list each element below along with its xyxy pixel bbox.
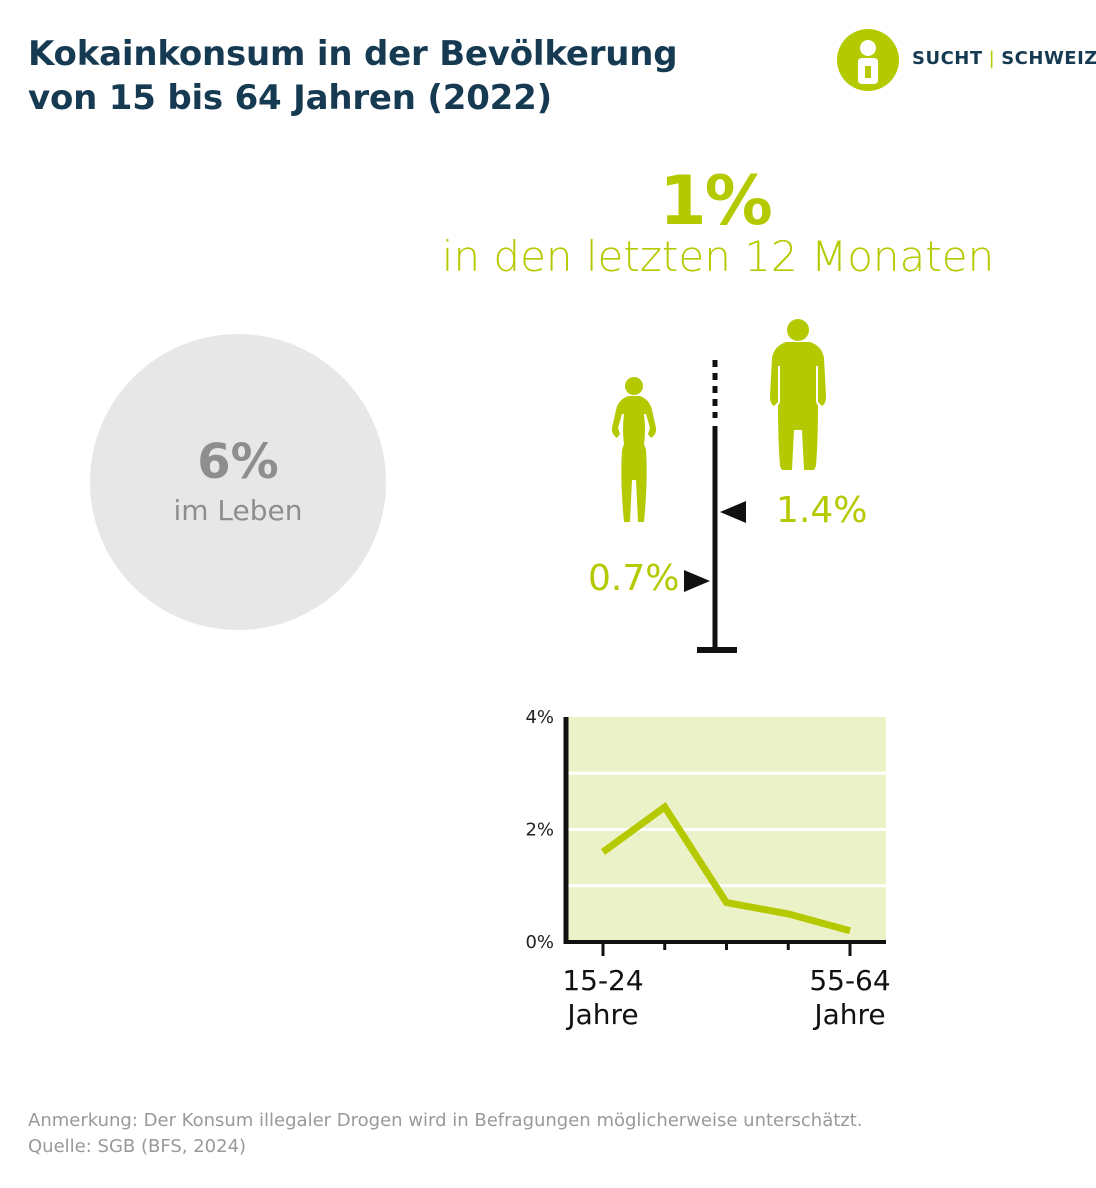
chart-xlabel-first-range: 15-24 [562,964,643,997]
male-value: 1.4% [776,490,868,531]
logo-separator: | [988,48,996,69]
logo-body-cut-icon [865,66,871,78]
chart-ytick-label-2: 4% [525,707,554,728]
chart-ytick-label-0: 0% [525,932,554,953]
chart-xlabel-last-unit: Jahre [812,998,885,1031]
twelve-month-value: 1% [659,162,772,241]
lifetime-circle [90,334,386,630]
logo-word-left: SUCHT [912,48,983,69]
chart-xlabel-first-unit: Jahre [565,998,638,1031]
footnote-note: Anmerkung: Der Konsum illegaler Drogen w… [28,1110,863,1131]
twelve-month-label: in den letzten 12 Monaten [441,232,995,281]
logo-head-icon [860,40,876,56]
female-marker-icon [684,570,710,592]
footnote: Anmerkung: Der Konsum illegaler Drogen w… [28,1108,863,1160]
lifetime-value: 6% [197,434,279,490]
title-line-2: von 15 bis 64 Jahren (2022) [28,78,552,118]
page-title: Kokainkonsum in der Bevölkerung von 15 b… [28,32,788,120]
female-silhouette-icon [611,377,657,522]
title-line-1: Kokainkonsum in der Bevölkerung [28,34,678,74]
chart-ytick-label-1: 2% [525,820,554,841]
sucht-schweiz-logo [837,29,899,91]
logo-wordmark: SUCHT | SCHWEIZ [912,48,1096,69]
male-silhouette-icon [770,319,826,470]
chart-xlabel-last-range: 55-64 [809,964,890,997]
female-value: 0.7% [588,558,680,599]
footnote-source: Quelle: SGB (BFS, 2024) [28,1136,247,1157]
male-marker-icon [720,501,746,523]
gender-comparison-graphic [611,319,826,653]
lifetime-label: im Leben [173,494,303,527]
logo-word-right: SCHWEIZ [1001,48,1096,69]
